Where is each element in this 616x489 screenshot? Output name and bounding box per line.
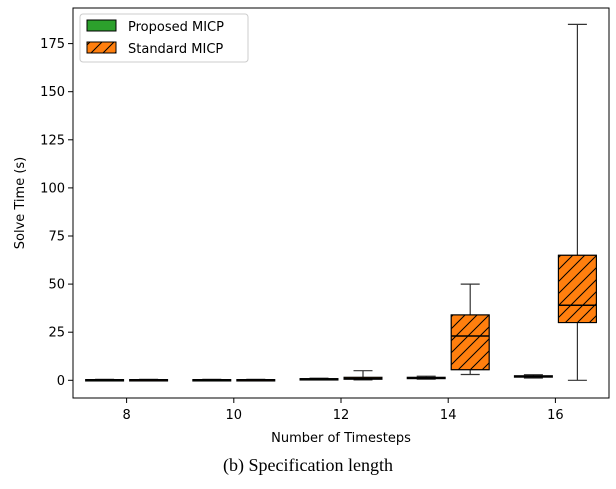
legend-item: Standard MICP bbox=[86, 41, 223, 57]
box bbox=[513, 374, 553, 379]
box bbox=[299, 377, 339, 381]
box bbox=[85, 378, 125, 382]
y-tick-label: 50 bbox=[48, 278, 65, 293]
legend-item: Proposed MICP bbox=[86, 19, 224, 35]
box bbox=[192, 378, 232, 382]
y-tick-label: 150 bbox=[40, 85, 65, 100]
y-tick-label: 25 bbox=[48, 326, 65, 341]
x-axis: 8 10 12 14 16 bbox=[122, 398, 564, 423]
box-hatch bbox=[450, 314, 490, 371]
x-tick-label: 16 bbox=[547, 408, 564, 423]
box bbox=[129, 378, 169, 382]
box-plot-chart: 0 25 50 75 100 125 150 175 8 10 12 14 16 Solve Time… bbox=[13, 7, 610, 446]
y-tick-label: 0 bbox=[57, 374, 65, 389]
box bbox=[450, 283, 490, 376]
x-tick-label: 12 bbox=[333, 408, 350, 423]
legend: Proposed MICP Standard MICP bbox=[79, 13, 249, 63]
y-axis-label: Solve Time (s) bbox=[13, 157, 28, 250]
series-standard bbox=[129, 23, 597, 382]
x-axis-label: Number of Timesteps bbox=[271, 431, 411, 446]
y-tick-label: 125 bbox=[40, 133, 65, 148]
y-tick-label: 75 bbox=[48, 229, 65, 244]
figure-caption: (b) Specification length bbox=[223, 455, 393, 475]
legend-swatch bbox=[86, 19, 117, 32]
box bbox=[343, 370, 383, 381]
legend-frame bbox=[79, 13, 249, 63]
legend-label: Proposed MICP bbox=[128, 20, 224, 35]
x-tick-label: 8 bbox=[122, 408, 130, 423]
plot-frame bbox=[72, 7, 610, 399]
box bbox=[236, 378, 276, 382]
legend-swatch-hatch bbox=[86, 41, 117, 54]
box-series bbox=[85, 23, 597, 382]
legend-label: Standard MICP bbox=[128, 42, 223, 57]
box bbox=[557, 23, 597, 381]
box bbox=[406, 375, 446, 380]
box-hatch bbox=[557, 254, 597, 324]
x-tick-label: 10 bbox=[226, 408, 243, 423]
series-proposed bbox=[85, 374, 553, 382]
y-tick-label: 100 bbox=[40, 181, 65, 196]
y-axis: 0 25 50 75 100 125 150 175 bbox=[40, 37, 73, 389]
x-tick-label: 14 bbox=[440, 408, 457, 423]
y-tick-label: 175 bbox=[40, 37, 65, 52]
